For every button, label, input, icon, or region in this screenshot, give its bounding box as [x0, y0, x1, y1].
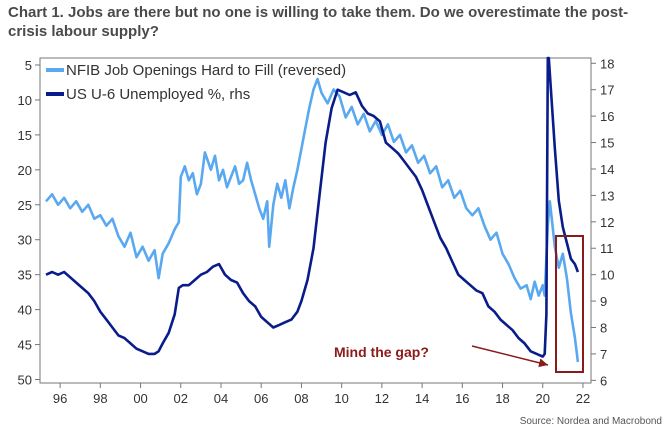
highlight-box [555, 235, 584, 373]
y-right-tick-label: 11 [600, 241, 614, 256]
y-left-tick-label: 45 [18, 338, 32, 353]
legend: NFIB Job Openings Hard to Fill (reversed… [46, 62, 346, 103]
y-right-tick-label: 10 [600, 268, 614, 283]
x-tick-label: 04 [214, 391, 228, 406]
x-tick-label: 16 [455, 391, 469, 406]
y-right-tick-label: 7 [600, 347, 607, 362]
y-right-tick-label: 17 [600, 83, 614, 98]
annotation-arrow [471, 345, 549, 368]
y-left-tick-label: 35 [18, 268, 32, 283]
y-right-tick-label: 13 [600, 188, 614, 203]
x-tick-label: 06 [254, 391, 268, 406]
x-tick-label: 08 [294, 391, 308, 406]
x-axis: 96 98 00 02 04 06 08 10 12 14 16 18 20 22 [53, 383, 590, 406]
source-note: Source: Nordea and Macrobond [520, 416, 662, 427]
series-line-u6 [45, 56, 580, 358]
series-line-nfib [45, 77, 580, 363]
y-right-tick-label: 16 [600, 109, 614, 124]
y-right-tick-label: 8 [600, 321, 607, 336]
y-left-tick-label: 5 [25, 58, 32, 73]
y-right-tick-label: 12 [600, 215, 614, 230]
y-left-tick-label: 50 [18, 373, 32, 388]
y-right-tick-label: 18 [600, 56, 614, 71]
x-tick-label: 20 [536, 391, 550, 406]
x-tick-label: 10 [334, 391, 348, 406]
chart-title: Chart 1. Jobs are there but no one is wi… [8, 4, 629, 40]
annotation-text: Mind the gap? [334, 344, 429, 360]
y-left-tick-label: 40 [18, 303, 32, 318]
y-axis-right: 6 7 8 9 10 11 12 13 14 15 16 17 18 [591, 56, 614, 388]
y-left-tick-label: 25 [18, 198, 32, 213]
x-tick-label: 14 [415, 391, 429, 406]
legend-label-nfib: NFIB Job Openings Hard to Fill (reversed… [66, 62, 346, 79]
x-tick-label: 18 [495, 391, 509, 406]
x-tick-label: 98 [93, 391, 107, 406]
y-right-tick-label: 14 [600, 162, 614, 177]
x-tick-label: 12 [375, 391, 389, 406]
y-left-tick-label: 15 [18, 128, 32, 143]
y-right-tick-label: 6 [600, 373, 607, 388]
x-tick-label: 02 [174, 391, 188, 406]
y-right-tick-label: 15 [600, 136, 614, 151]
x-tick-label: 96 [53, 391, 67, 406]
y-left-tick-label: 30 [18, 233, 32, 248]
x-tick-label: 00 [133, 391, 147, 406]
y-left-tick-label: 10 [18, 93, 32, 108]
y-axis-left: 5 10 15 20 25 30 35 40 45 50 [18, 58, 40, 388]
series-layer [45, 56, 580, 363]
y-left-tick-label: 20 [18, 163, 32, 178]
plot-frame [39, 57, 592, 384]
y-right-tick-label: 9 [600, 294, 607, 309]
legend-label-u6: US U-6 Unemployed %, rhs [66, 86, 250, 103]
x-tick-label: 22 [576, 391, 590, 406]
